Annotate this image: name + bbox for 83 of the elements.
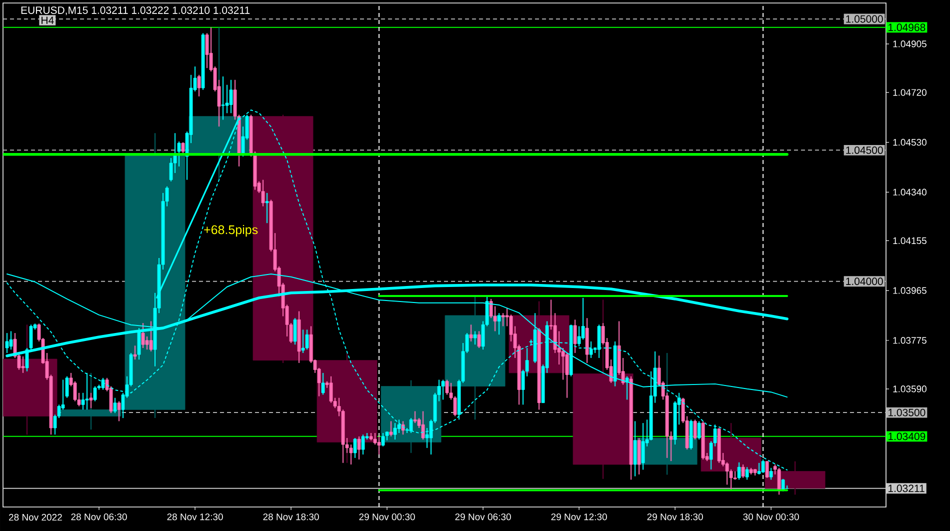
x-tick-label: 29 Nov 18:30 xyxy=(647,514,703,520)
candlestick xyxy=(745,466,749,480)
annotation: +68.5pips xyxy=(204,224,258,237)
candlestick xyxy=(401,420,405,436)
candlestick xyxy=(469,324,473,342)
candlestick xyxy=(221,76,225,120)
candlestick xyxy=(393,422,397,440)
y-tick-label: 1.04155 xyxy=(893,237,926,244)
candlestick xyxy=(85,372,89,410)
candlestick xyxy=(473,330,477,346)
candlestick xyxy=(357,436,361,460)
candlestick xyxy=(141,322,145,348)
x-tick-label: 29 Nov 12:30 xyxy=(551,514,607,520)
candlestick xyxy=(60,372,122,430)
candlestick xyxy=(765,460,769,478)
candlestick xyxy=(737,462,741,480)
candlestick xyxy=(101,377,105,390)
candlestick xyxy=(381,432,385,447)
candlestick xyxy=(597,324,601,358)
x-tick-label: 30 Nov 00:30 xyxy=(743,514,799,520)
candlestick xyxy=(389,420,393,437)
y-tick-label: 1.03590 xyxy=(893,386,926,392)
candlestick xyxy=(693,419,697,440)
candlestick xyxy=(301,329,305,354)
x-tick-label: 28 Nov 12:30 xyxy=(167,514,223,520)
candlestick xyxy=(777,467,781,496)
candlestick xyxy=(441,379,445,400)
candlestick xyxy=(497,312,501,336)
candlestick xyxy=(413,410,417,424)
candlestick xyxy=(133,345,137,360)
y-tick-label: 1.03965 xyxy=(893,287,926,294)
candlestick xyxy=(321,372,325,396)
candlestick xyxy=(409,418,413,434)
x-tick-label: 28 Nov 06:30 xyxy=(71,514,127,520)
ref-line-label: 1.03409 xyxy=(888,432,926,440)
y-tick-label: 1.04340 xyxy=(893,188,926,196)
candlestick xyxy=(21,356,25,374)
candlestick xyxy=(501,312,505,327)
x-tick-label: 29 Nov 00:30 xyxy=(359,514,415,520)
candlestick xyxy=(445,379,449,396)
candlestick xyxy=(769,467,773,480)
candlestick xyxy=(261,179,265,207)
candlestick xyxy=(757,462,761,475)
candlestick xyxy=(229,79,233,114)
candlestick xyxy=(697,420,701,440)
candlestick xyxy=(477,330,481,348)
annotation: H4 xyxy=(42,16,54,24)
chart-title: EURUSD,M15 1.03211 1.03222 1.03210 1.03211 xyxy=(21,6,250,16)
ref-line-label: 1.04968 xyxy=(888,24,926,32)
y-tick-label: 1.03775 xyxy=(893,337,926,344)
ref-line-label: 1.03500 xyxy=(888,408,926,416)
y-tick-label: 1.04905 xyxy=(893,40,926,48)
candlestick xyxy=(117,400,121,422)
candlestick xyxy=(265,192,269,224)
candlestick xyxy=(641,422,645,470)
candlestick xyxy=(573,319,577,354)
candlestick xyxy=(181,142,185,156)
candlestick xyxy=(377,436,381,456)
y-tick-label: 1.04720 xyxy=(893,89,926,96)
text: 28 Nov 2022 xyxy=(9,514,62,521)
candlestick xyxy=(145,336,149,350)
candlestick xyxy=(305,329,309,350)
ref-line-label: 1.05000 xyxy=(846,15,883,23)
y-tick-label: 1.04530 xyxy=(893,138,926,146)
candlestick xyxy=(89,392,93,409)
ref-line-label: 1.03211 xyxy=(888,484,924,492)
candlestick xyxy=(565,352,569,398)
candlestick xyxy=(361,434,365,456)
candlestick xyxy=(353,437,357,458)
x-tick-label: 29 Nov 06:30 xyxy=(455,514,511,520)
candlestick xyxy=(421,410,425,440)
candlestick xyxy=(93,386,97,402)
candlestick xyxy=(9,330,13,350)
candlestick xyxy=(197,74,201,97)
candlestick xyxy=(293,318,297,346)
ref-line-label: 1.04000 xyxy=(846,278,883,286)
ref-line-label: 1.04500 xyxy=(846,146,883,154)
candlestick xyxy=(113,397,117,414)
candlestick xyxy=(149,320,153,352)
candlestick xyxy=(761,459,765,474)
candlestick xyxy=(589,340,593,358)
x-tick-label: 28 Nov 18:30 xyxy=(263,514,319,520)
candlestick xyxy=(741,464,745,478)
